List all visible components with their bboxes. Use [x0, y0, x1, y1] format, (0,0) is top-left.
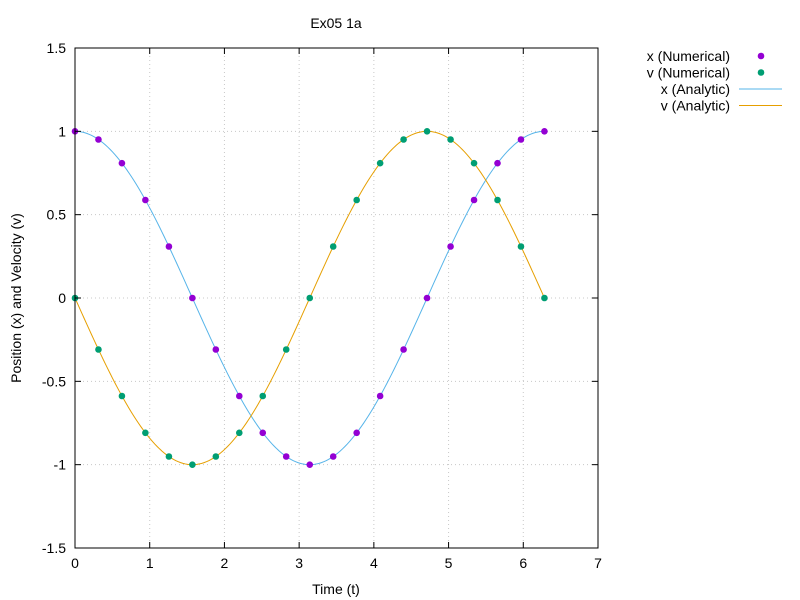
data-point-x-numerical: [142, 196, 149, 204]
plot-area: [71, 128, 548, 468]
legend-label-v-numerical: v (Numerical): [647, 65, 730, 81]
x-tick-label: 6: [519, 555, 527, 571]
data-point-v-numerical: [235, 429, 243, 437]
legend-label-v-analytic: v (Analytic): [661, 98, 730, 114]
data-point-v-numerical: [329, 243, 337, 250]
grid: [75, 48, 598, 548]
data-point-v-numerical: [282, 346, 290, 353]
data-point-v-numerical: [423, 128, 431, 135]
data-point-v-numerical: [306, 294, 314, 302]
data-point-x-numerical: [235, 392, 243, 400]
y-tick-label: 1.5: [47, 40, 67, 56]
data-point-x-numerical: [189, 294, 196, 302]
data-point-v-numerical: [517, 243, 525, 250]
data-point-v-numerical: [212, 453, 220, 460]
x-tick-label: 5: [445, 555, 453, 571]
x-tick-label: 7: [594, 555, 602, 571]
axis-ticks: 0 1 2 3 4 5 6 7 -1.5 -1 -0.5 0 0.5 1 1.5: [42, 40, 602, 571]
data-point-v-numerical: [447, 136, 454, 143]
legend-label-x-numerical: x (Numerical): [647, 48, 730, 64]
data-point-x-numerical: [165, 243, 173, 250]
data-point-x-numerical: [259, 429, 267, 437]
y-tick-label: -1: [54, 457, 67, 473]
data-point-x-numerical: [517, 136, 525, 143]
data-point-x-numerical: [470, 196, 478, 204]
legend-marker-x-numerical: [757, 52, 765, 60]
y-tick-label: 0: [58, 290, 66, 306]
legend: x (Numerical)v (Numerical)x (Analytic)v …: [647, 48, 782, 114]
data-point-v-numerical: [165, 453, 173, 460]
data-point-v-numerical: [189, 461, 196, 468]
y-tick-label: -0.5: [42, 373, 66, 389]
data-point-x-numerical: [541, 128, 548, 135]
data-point-x-numerical: [306, 461, 314, 468]
y-tick-label: 0.5: [47, 207, 67, 223]
legend-marker-v-numerical: [757, 69, 765, 76]
data-point-v-numerical: [118, 392, 126, 400]
data-point-x-numerical: [494, 159, 501, 167]
data-point-v-numerical: [353, 196, 360, 204]
data-point-x-numerical: [95, 136, 102, 143]
x-tick-label: 4: [370, 555, 378, 571]
y-tick-label: -1.5: [42, 540, 66, 556]
x-axis-label: Time (t): [312, 581, 360, 597]
data-point-x-numerical: [400, 346, 407, 353]
data-point-x-numerical: [118, 159, 126, 167]
data-point-x-numerical: [282, 453, 290, 460]
data-point-v-numerical: [95, 346, 102, 353]
y-axis-label: Position (x) and Velocity (v): [8, 213, 24, 383]
data-point-v-numerical: [470, 159, 478, 167]
legend-label-x-analytic: x (Analytic): [661, 81, 730, 97]
x-tick-label: 2: [221, 555, 229, 571]
x-tick-label: 1: [146, 555, 154, 571]
data-point-x-numerical: [447, 243, 454, 250]
data-point-x-numerical: [376, 392, 384, 400]
data-point-v-numerical: [541, 294, 548, 302]
data-point-v-numerical: [259, 392, 267, 400]
data-point-v-numerical: [494, 196, 501, 204]
data-point-x-numerical: [212, 346, 220, 353]
data-point-x-numerical: [329, 453, 337, 460]
data-point-x-numerical: [353, 429, 360, 437]
y-tick-label: 1: [58, 123, 66, 139]
x-tick-label: 3: [295, 555, 303, 571]
data-point-v-numerical: [142, 429, 149, 437]
data-point-v-numerical: [376, 159, 384, 167]
data-point-x-numerical: [423, 294, 431, 302]
x-tick-label: 0: [71, 555, 79, 571]
chart-title: Ex05 1a: [310, 15, 362, 31]
data-point-v-numerical: [400, 136, 407, 143]
